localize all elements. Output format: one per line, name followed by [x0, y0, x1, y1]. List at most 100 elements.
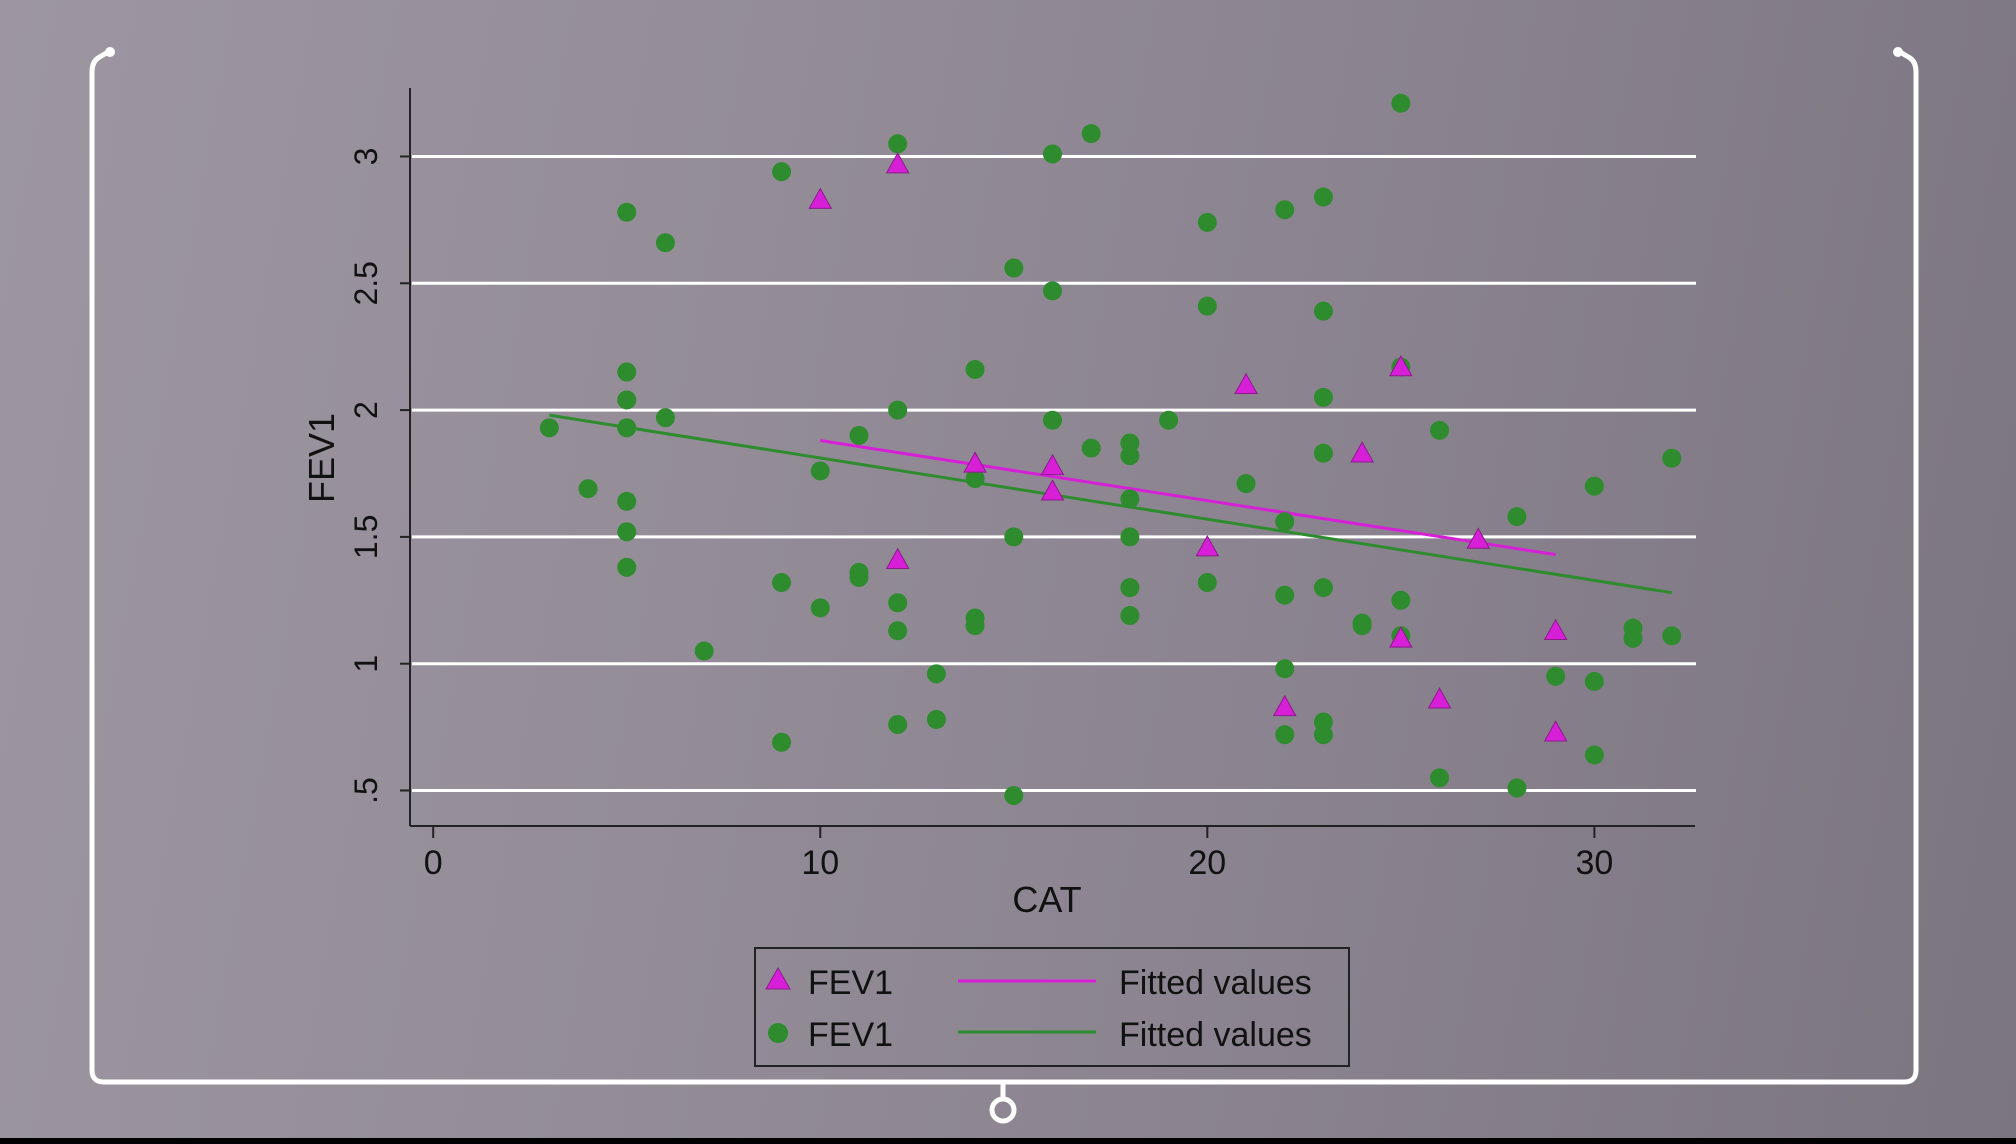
point-circle-78 [1662, 448, 1682, 468]
point-triangle-0 [808, 187, 833, 209]
point-triangle-15 [1543, 720, 1568, 742]
point-circle-51 [1275, 512, 1295, 532]
point-triangle-2 [885, 547, 910, 570]
point-circle-72 [1546, 666, 1566, 686]
point-circle-56 [1313, 301, 1333, 321]
point-circle-50 [1275, 200, 1295, 220]
y-tick-label-0: .5 [348, 777, 384, 804]
x-tick-label-2: 20 [1188, 844, 1226, 882]
point-circle-16 [810, 598, 830, 618]
point-triangle-3 [963, 451, 987, 473]
point-circle-6 [617, 491, 637, 511]
point-circle-46 [1197, 212, 1217, 232]
point-circle-35 [1043, 281, 1062, 301]
legend-circle-marker [768, 1023, 788, 1043]
y-tick-label-4: 2.5 [348, 261, 384, 305]
point-circle-4 [617, 390, 637, 410]
point-circle-41 [1120, 489, 1140, 509]
point-circle-12 [772, 162, 792, 182]
point-circle-32 [1004, 527, 1024, 547]
fitted-lines [549, 413, 1673, 595]
point-circle-13 [772, 573, 792, 593]
point-circle-38 [1081, 438, 1101, 458]
point-circle-24 [888, 715, 908, 735]
point-circle-57 [1313, 387, 1333, 407]
y-tick-label-5: 3 [348, 148, 384, 166]
point-circle-53 [1275, 659, 1295, 679]
point-triangle-10 [1388, 354, 1413, 377]
point-circle-8 [617, 557, 637, 577]
point-circle-77 [1623, 628, 1643, 648]
point-circle-48 [1197, 573, 1217, 593]
bottom-black-bar [0, 1138, 2016, 1144]
x-tick-label-0: 0 [424, 844, 443, 882]
point-circle-43 [1120, 578, 1140, 598]
point-circle-23 [888, 621, 908, 641]
point-circle-22 [888, 593, 908, 613]
point-triangle-4 [1040, 453, 1065, 476]
point-circle-31 [1004, 258, 1024, 278]
point-circle-61 [1313, 725, 1333, 745]
point-circle-34 [1043, 144, 1062, 164]
point-circle-36 [1043, 410, 1062, 430]
bracket-end-left [105, 47, 115, 57]
point-circle-3 [617, 362, 637, 382]
x-axis-label: CAT [1012, 879, 1081, 920]
point-circle-15 [810, 461, 830, 481]
point-circle-55 [1313, 187, 1333, 207]
point-triangle-14 [1543, 618, 1568, 641]
x-tick-label-1: 10 [801, 844, 839, 882]
point-circle-69 [1430, 768, 1450, 788]
y-axis-label: FEV1 [301, 413, 342, 503]
point-triangle-1 [885, 152, 910, 174]
y-tick-label-1: 1 [348, 655, 384, 673]
point-triangle-7 [1234, 372, 1258, 395]
point-circle-66 [1391, 590, 1411, 610]
point-triangle-6 [1195, 535, 1220, 557]
point-circle-20 [888, 134, 908, 154]
point-circle-49 [1236, 474, 1256, 494]
point-triangle-11 [1388, 626, 1413, 648]
point-circle-71 [1507, 778, 1527, 798]
point-circle-42 [1120, 527, 1140, 547]
point-circle-9 [655, 233, 675, 253]
point-circle-70 [1507, 507, 1527, 527]
x-tick-label-3: 30 [1575, 844, 1613, 882]
y-tick-label-3: 2 [348, 401, 384, 419]
axes: .511.522.530 10 20 30 [348, 88, 1695, 882]
point-circle-45 [1159, 410, 1179, 430]
y-tick-label-2: 1.5 [348, 515, 384, 559]
point-triangle-13 [1466, 527, 1491, 549]
point-triangle-8 [1272, 694, 1297, 717]
point-circle-30 [965, 616, 985, 636]
point-circle-1 [578, 479, 598, 499]
point-circle-27 [965, 360, 985, 380]
legend: FEV1 Fitted values FEV1 Fitted values [754, 947, 1350, 1067]
point-circle-11 [694, 641, 714, 661]
point-circle-75 [1584, 745, 1604, 765]
point-circle-64 [1391, 93, 1411, 113]
point-circle-73 [1584, 476, 1604, 496]
legend-label-fev1-triangle: FEV1 [808, 964, 893, 1002]
point-circle-44 [1120, 606, 1140, 626]
point-circle-52 [1275, 585, 1295, 605]
point-circle-25 [926, 664, 946, 684]
point-circle-59 [1313, 578, 1333, 598]
point-circle-68 [1430, 420, 1450, 440]
point-circle-26 [926, 709, 946, 729]
fitted-line-3 [549, 413, 1673, 595]
point-circle-21 [888, 400, 908, 420]
point-circle-40 [1120, 446, 1140, 466]
point-circle-54 [1275, 725, 1295, 745]
point-circle-28 [965, 469, 985, 489]
point-circle-2 [617, 202, 637, 222]
point-circle-37 [1081, 124, 1101, 144]
legend-box [754, 947, 1350, 1067]
point-triangle-5 [1040, 479, 1065, 501]
fitted-line-2 [820, 439, 1556, 557]
point-circle-10 [655, 408, 675, 428]
point-circle-7 [617, 522, 637, 542]
bracket-end-right [1893, 47, 1903, 57]
